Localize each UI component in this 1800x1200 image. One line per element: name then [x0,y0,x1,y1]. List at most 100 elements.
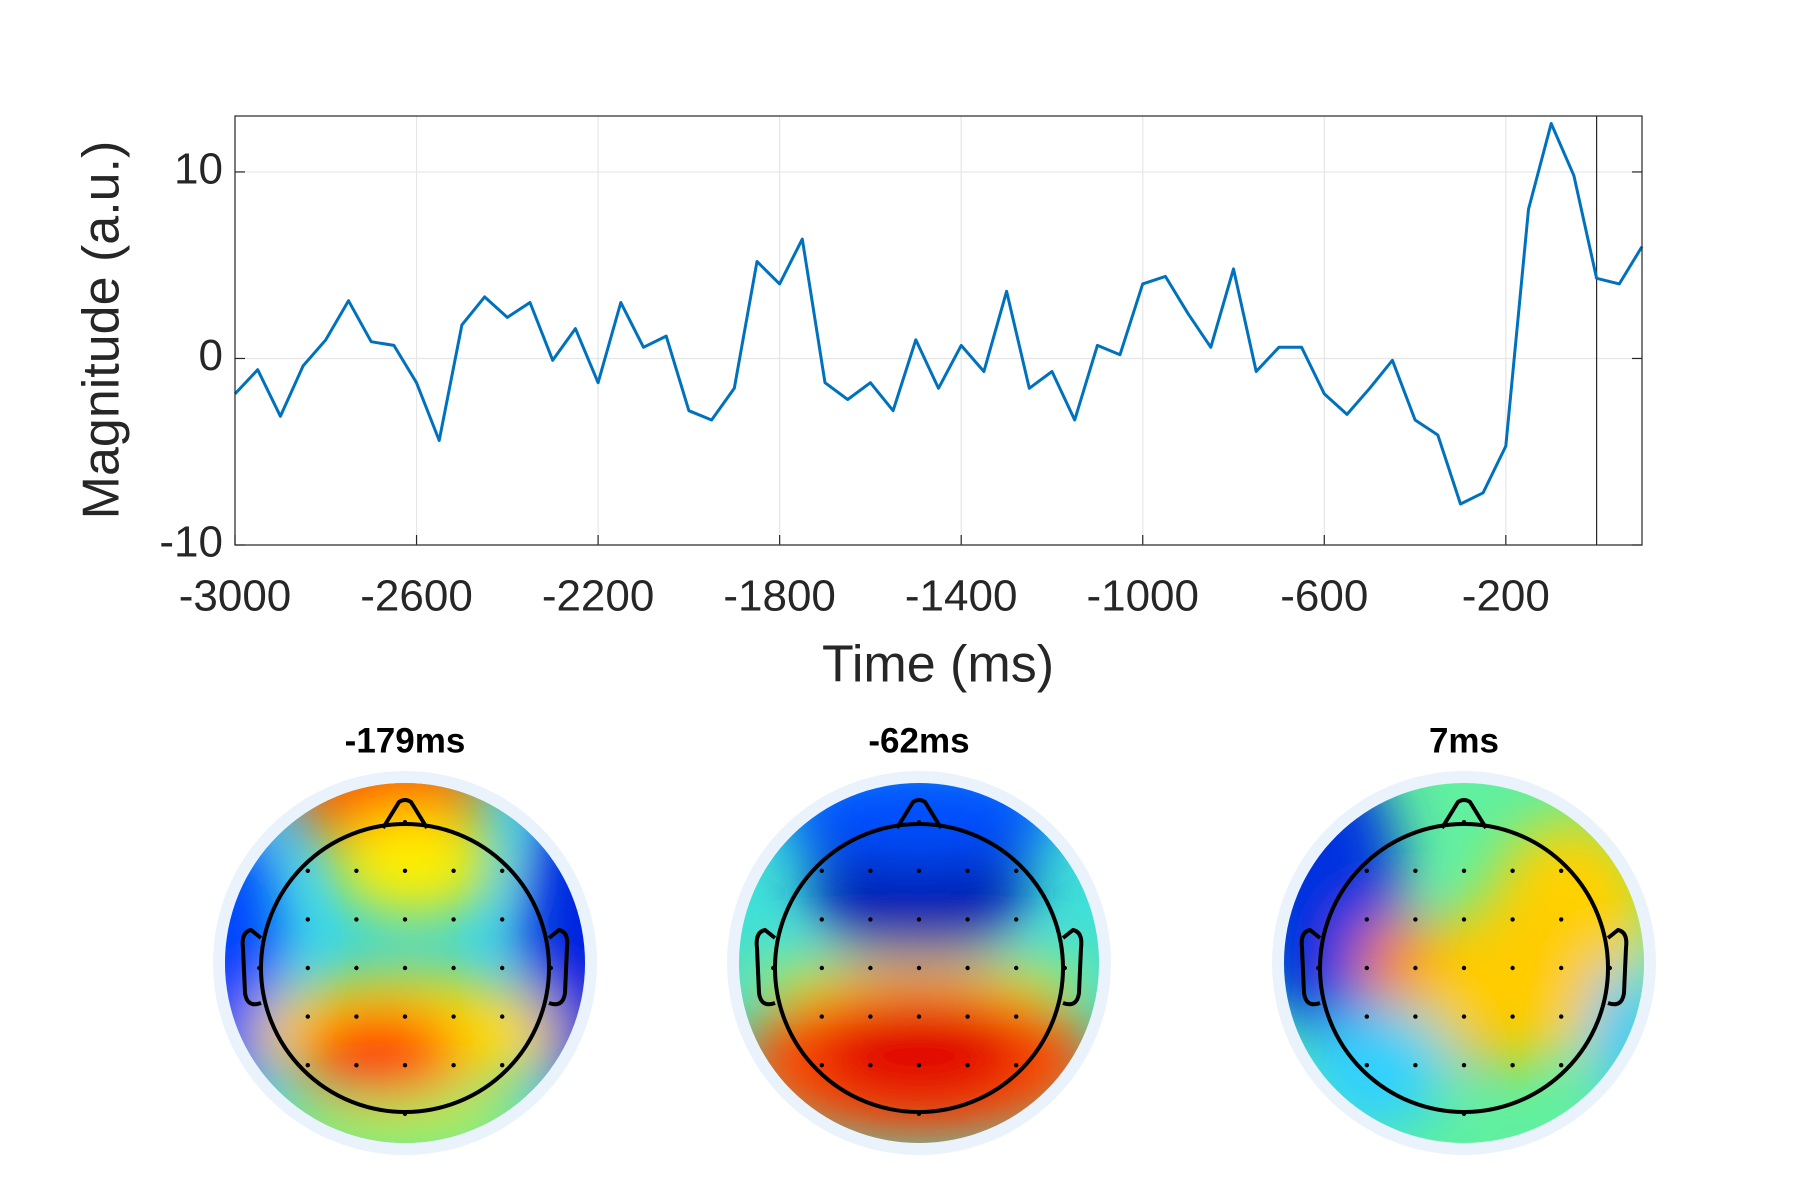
field-blob [297,1008,459,1098]
electrode [500,965,505,971]
electrode [1461,1111,1467,1117]
x-tick-label: -3000 [179,572,292,621]
electrode [1510,868,1515,873]
electrode [354,1063,359,1068]
electrode [402,1063,408,1068]
electrode [1461,1063,1467,1068]
electrode [1510,917,1515,922]
electrode [868,965,873,971]
y-tick-label: 0 [199,331,223,380]
y-tick-label: -10 [159,518,223,567]
field-blob [333,810,495,918]
electrode [771,965,776,971]
field-blob [811,999,1027,1107]
electrode [819,1014,824,1019]
ear [1061,927,1084,1007]
electrode [868,1063,873,1068]
field-blob [1590,963,1644,1107]
nose [1440,798,1488,830]
electrode [451,868,456,873]
electrode [1510,965,1515,971]
electrode [965,1063,970,1068]
electrode [305,1014,310,1019]
electrode [1014,868,1019,873]
electrode [965,1014,970,1019]
topomap-title: -179ms [345,721,466,760]
electrode [1461,1014,1467,1019]
electrode [402,820,408,825]
electrode [402,868,408,873]
electrode [1559,1014,1564,1019]
electrode [1364,868,1370,873]
electrode [305,1063,310,1068]
electrode [1559,917,1564,922]
electrode [354,917,359,922]
electrode [1461,965,1467,971]
field-blobs [739,783,1099,1143]
ear [754,927,777,1007]
electrode [1014,917,1019,922]
electrode [1413,1014,1418,1019]
electrode [965,868,970,873]
electrode [1316,965,1321,971]
electrode [548,965,553,971]
electrode [1510,1014,1515,1019]
electrode [819,1063,824,1068]
electrode [500,1014,505,1019]
y-axis-label: Magnitude (a.u.) [73,141,131,520]
plot-frame [234,115,1643,546]
electrode [1413,868,1418,873]
electrode [1559,868,1564,873]
electrode [819,965,824,971]
electrode [1461,917,1467,922]
electrode [1461,868,1467,873]
electrode [257,965,262,971]
electrode [1364,917,1370,922]
x-tick-label: -2600 [360,572,473,621]
electrode [1014,965,1019,971]
topomap-field [225,783,585,1143]
x-axis-label: Time (ms) [822,636,1054,694]
electrode [916,1063,922,1068]
electrode [916,868,922,873]
electrode [819,917,824,922]
electrode [1413,917,1418,922]
electrode [1510,1063,1515,1068]
x-tick-label: -2200 [542,572,655,621]
topomap-title: 7ms [1429,721,1499,760]
field-blob [1419,900,1617,1062]
field-blob [261,1098,549,1143]
electrode [916,1111,922,1117]
electrode [402,965,408,971]
x-tick-label: -600 [1280,572,1368,621]
electrode [1364,1014,1370,1019]
nose [381,798,429,830]
electrode [916,820,922,825]
electrode [916,917,922,922]
electrode [965,965,970,971]
electrode [1559,1063,1564,1068]
electrode [402,1014,408,1019]
topomap-field [739,783,1099,1143]
electrode [868,868,873,873]
topomap [1272,771,1656,1155]
electrode [1413,1063,1418,1068]
electrode [354,1014,359,1019]
electrode [305,868,310,873]
electrode [1559,965,1564,971]
electrode [354,868,359,873]
electrode [500,1063,505,1068]
ear [547,927,570,1007]
field-blobs [225,783,585,1143]
electrode [1364,965,1370,971]
electrode [451,965,456,971]
electrode [305,917,310,922]
topomap [727,771,1111,1155]
electrode [354,965,359,971]
x-tick-label: -1800 [723,572,836,621]
electrode [1413,965,1418,971]
electrode [916,965,922,971]
electrode [1607,965,1613,971]
electrode [916,1014,922,1019]
electrode [1014,1063,1019,1068]
